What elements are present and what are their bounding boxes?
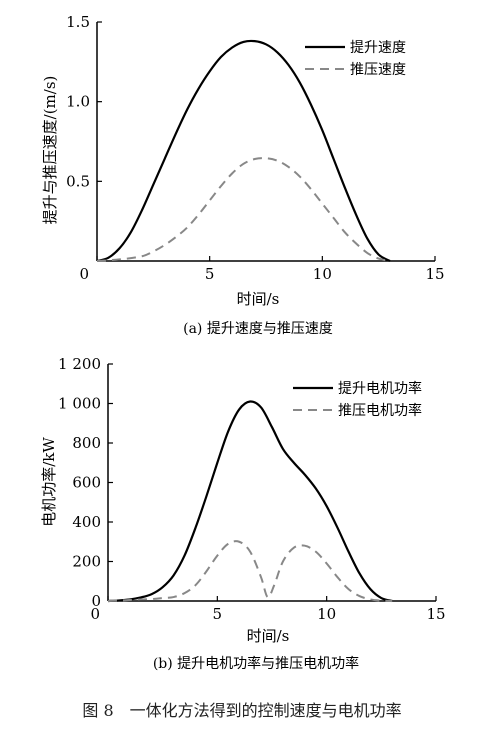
chart-b-legend-label-0: 提升电机功率 [338, 380, 422, 397]
chart-a-series-push-speed [96, 157, 391, 262]
chart-a-legend-label-0: 提升速度 [350, 40, 406, 56]
chart-a-caption: (a) 提升速度与推压速度 [183, 321, 333, 337]
chart-b-x-label: 时间/s [247, 627, 290, 645]
chart-a: 0 5 10 15 0.5 1.0 1.5 时间/s 提升与推压速度/(m/s) 提升速度 … [41, 13, 445, 337]
chart-a-y-label: 提升与推压速度/(m/s) [41, 76, 59, 225]
chart-b-y-tick-label: 1 000 [58, 395, 101, 413]
chart-b-y-tick-label: 800 [72, 434, 101, 452]
chart-a-x-tick-label: 10 [313, 265, 332, 283]
chart-b-legend: 提升电机功率 推压电机功率 [293, 380, 422, 419]
chart-b-caption: (b) 提升电机功率与推压电机功率 [153, 655, 359, 672]
chart-b-y-tick-label: 400 [72, 513, 101, 531]
chart-b-series-push-motor-power [107, 540, 393, 602]
chart-a-y-tick-label: 0.5 [66, 172, 90, 190]
figure-caption: 图 8 一体化方法得到的控制速度与电机功率 [82, 701, 401, 720]
chart-b-x-tick-label: 0 [90, 605, 100, 623]
chart-a-series-lift-speed [96, 39, 391, 263]
chart-a-ticks: 0 5 10 15 0.5 1.0 1.5 [66, 13, 444, 283]
chart-a-x-label: 时间/s [237, 290, 280, 308]
chart-b-ticks: 0 5 10 15 0 200 400 600 800 1 000 1 200 [58, 355, 446, 623]
chart-b: 0 5 10 15 0 200 400 600 800 1 000 1 200 时间/s 电机功率/… [40, 355, 446, 672]
chart-b-y-tick-label: 200 [72, 553, 101, 571]
chart-a-legend: 提升速度 推压速度 [305, 40, 406, 78]
chart-b-y-tick-label: 600 [72, 474, 101, 492]
chart-a-legend-label-1: 推压速度 [350, 62, 406, 78]
chart-b-legend-label-1: 推压电机功率 [338, 402, 422, 419]
chart-a-x-tick-label: 0 [79, 265, 89, 283]
chart-b-y-tick-label: 0 [91, 592, 101, 610]
chart-b-y-tick-label: 1 200 [58, 355, 101, 373]
chart-a-x-tick-label: 15 [425, 265, 444, 283]
chart-b-x-tick-label: 10 [317, 605, 336, 623]
chart-b-series-lift-motor-power [107, 400, 393, 603]
chart-a-y-tick-label: 1.5 [66, 13, 90, 31]
chart-b-x-tick-label: 15 [426, 605, 445, 623]
chart-b-y-label: 电机功率/kW [40, 437, 58, 527]
chart-b-x-tick-label: 5 [213, 605, 223, 623]
chart-a-y-tick-label: 1.0 [66, 93, 90, 111]
chart-a-x-tick-label: 5 [205, 265, 215, 283]
